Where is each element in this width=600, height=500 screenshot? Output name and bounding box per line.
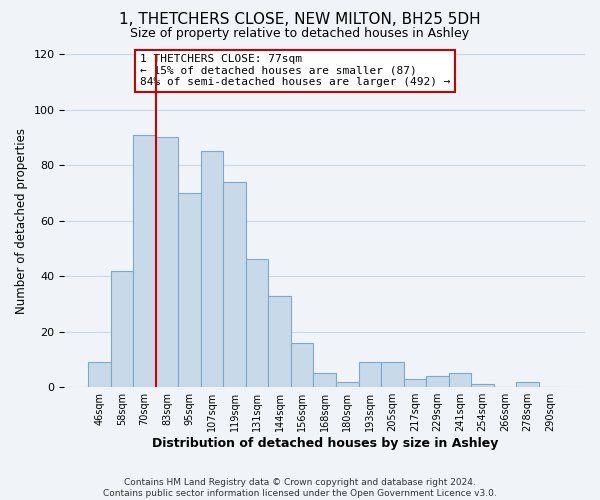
Bar xyxy=(404,379,426,387)
Text: Size of property relative to detached houses in Ashley: Size of property relative to detached ho… xyxy=(130,28,470,40)
X-axis label: Distribution of detached houses by size in Ashley: Distribution of detached houses by size … xyxy=(152,437,498,450)
Bar xyxy=(178,193,201,387)
Bar xyxy=(268,296,291,387)
Bar xyxy=(88,362,110,387)
Bar xyxy=(359,362,381,387)
Y-axis label: Number of detached properties: Number of detached properties xyxy=(15,128,28,314)
Bar xyxy=(313,374,336,387)
Bar xyxy=(426,376,449,387)
Bar xyxy=(155,138,178,387)
Bar xyxy=(449,374,471,387)
Bar xyxy=(291,343,313,387)
Text: Contains HM Land Registry data © Crown copyright and database right 2024.
Contai: Contains HM Land Registry data © Crown c… xyxy=(103,478,497,498)
Bar xyxy=(516,382,539,387)
Bar xyxy=(201,151,223,387)
Bar xyxy=(336,382,359,387)
Bar xyxy=(381,362,404,387)
Bar xyxy=(246,260,268,387)
Bar xyxy=(110,270,133,387)
Text: 1, THETCHERS CLOSE, NEW MILTON, BH25 5DH: 1, THETCHERS CLOSE, NEW MILTON, BH25 5DH xyxy=(119,12,481,28)
Text: 1 THETCHERS CLOSE: 77sqm
← 15% of detached houses are smaller (87)
84% of semi-d: 1 THETCHERS CLOSE: 77sqm ← 15% of detach… xyxy=(140,54,451,87)
Bar xyxy=(223,182,246,387)
Bar xyxy=(471,384,494,387)
Bar xyxy=(133,134,155,387)
